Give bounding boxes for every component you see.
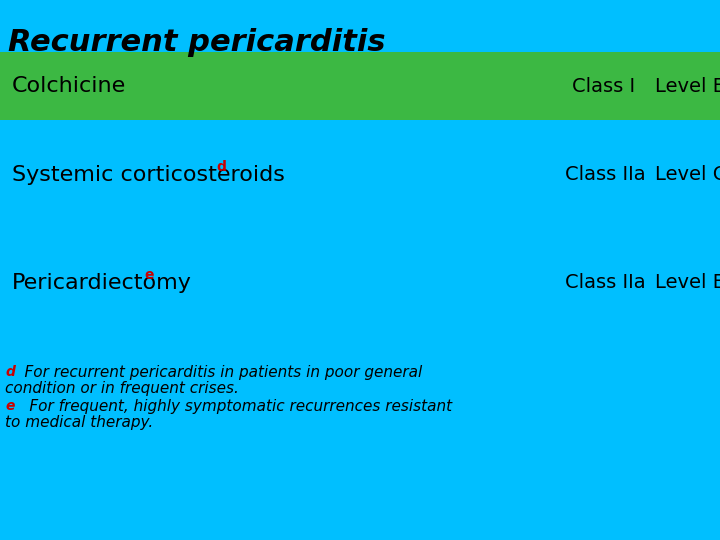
Text: Class IIa: Class IIa xyxy=(565,165,646,185)
Text: For frequent, highly symptomatic recurrences resistant: For frequent, highly symptomatic recurre… xyxy=(5,399,452,414)
Text: Level B: Level B xyxy=(655,273,720,293)
Text: Class IIa: Class IIa xyxy=(565,273,646,293)
Text: condition or in frequent crises.: condition or in frequent crises. xyxy=(5,381,239,396)
Bar xyxy=(0,52,720,120)
Text: Systemic corticosteroids: Systemic corticosteroids xyxy=(12,165,285,185)
Text: d: d xyxy=(216,160,226,174)
Text: Pericardiectomy: Pericardiectomy xyxy=(12,273,192,293)
Text: to medical therapy.: to medical therapy. xyxy=(5,415,153,430)
Text: Class I: Class I xyxy=(572,77,635,96)
Text: Level B: Level B xyxy=(655,77,720,96)
Text: d: d xyxy=(5,365,15,379)
Text: Recurrent pericarditis: Recurrent pericarditis xyxy=(8,28,385,57)
Text: Level C: Level C xyxy=(655,165,720,185)
Text: e: e xyxy=(5,399,14,413)
Text: For recurrent pericarditis in patients in poor general: For recurrent pericarditis in patients i… xyxy=(5,365,422,380)
Text: Colchicine: Colchicine xyxy=(12,76,126,96)
Text: e: e xyxy=(144,268,153,282)
